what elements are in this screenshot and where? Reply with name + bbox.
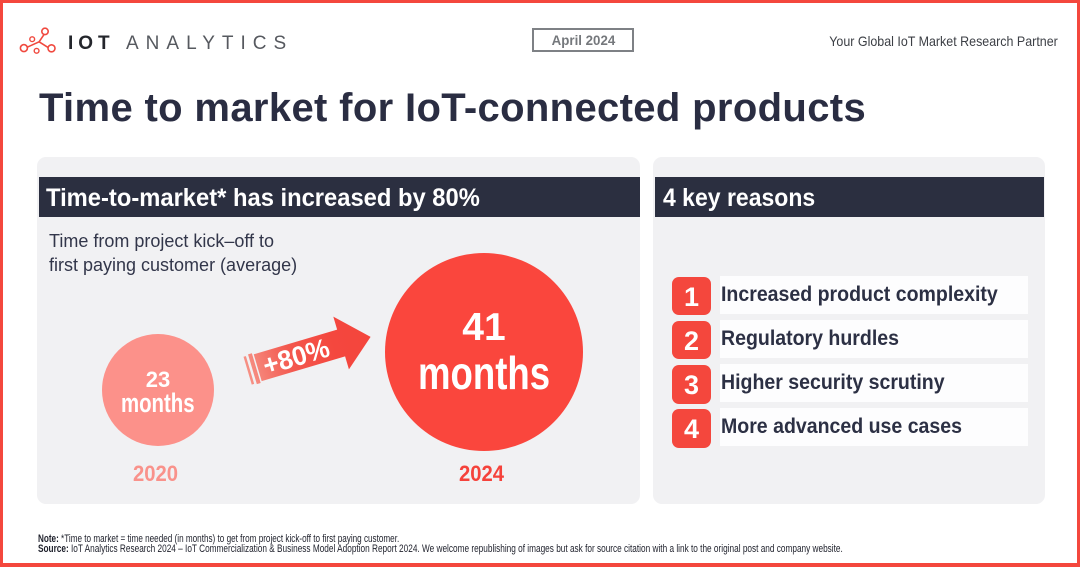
svg-text:+80%: +80% <box>259 333 333 381</box>
